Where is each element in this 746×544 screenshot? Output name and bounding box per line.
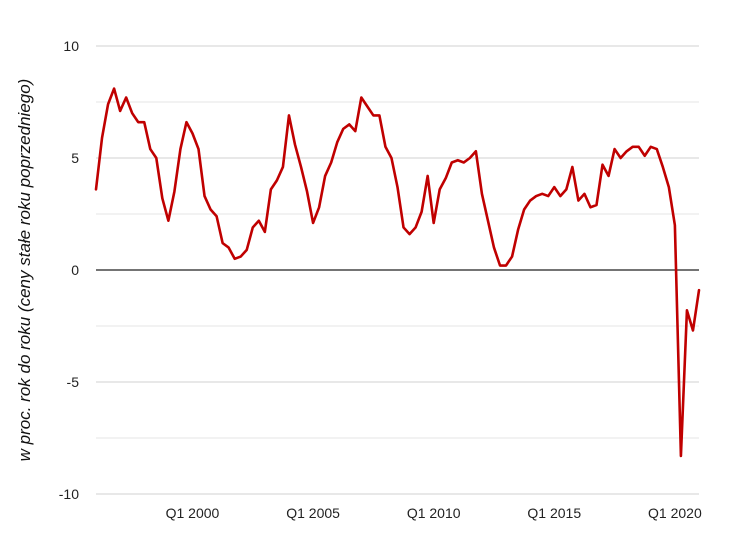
x-tick-labels: Q1 2000 Q1 2005 Q1 2010 Q1 2015 Q1 2020 — [166, 505, 702, 521]
y-tick-label: -5 — [67, 374, 80, 390]
y-tick-label: 5 — [71, 150, 79, 166]
x-tick-label: Q1 2015 — [527, 505, 581, 521]
y-tick-label: 10 — [63, 38, 79, 54]
x-tick-label: Q1 2000 — [166, 505, 220, 521]
series-group — [94, 87, 701, 458]
y-tick-label: 0 — [71, 262, 79, 278]
series-line — [94, 87, 701, 458]
y-tick-label: -10 — [59, 486, 79, 502]
x-tick-label: Q1 2010 — [407, 505, 461, 521]
y-axis-label: w proc. rok do roku (ceny stałe roku pop… — [15, 79, 34, 462]
x-tick-label: Q1 2005 — [286, 505, 340, 521]
y-tick-labels: 10 5 0 -5 -10 — [59, 38, 79, 502]
gridlines — [96, 45, 699, 495]
x-tick-label: Q1 2020 — [648, 505, 702, 521]
